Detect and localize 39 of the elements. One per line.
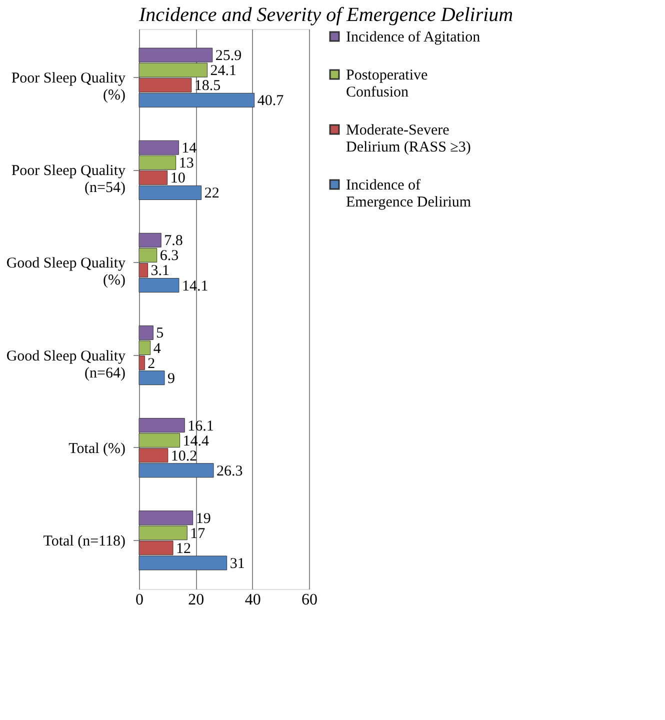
- legend-label: Postoperative Confusion: [346, 68, 428, 100]
- x-tick-label: 0: [136, 592, 144, 608]
- y-tick-label: Total (%): [68, 440, 126, 457]
- data-label: 25.9: [215, 48, 242, 64]
- x-tick-label: 60: [302, 592, 318, 608]
- y-tick-label: Good Sleep Quality (%): [6, 256, 126, 289]
- data-label: 5: [156, 326, 164, 342]
- data-label: 18.5: [194, 78, 221, 94]
- data-label: 9: [168, 370, 175, 387]
- data-label: 4: [153, 340, 162, 357]
- y-tick-label: Poor Sleep Quality (n=54): [11, 163, 126, 196]
- data-label: 14: [182, 140, 198, 157]
- data-label: 24.1: [210, 63, 237, 80]
- y-tick-label: Poor Sleep Quality (%): [11, 70, 126, 104]
- data-label: 26.3: [216, 463, 243, 480]
- y-tick-label: Total (n=118): [43, 533, 126, 550]
- data-label: 10: [170, 170, 186, 187]
- data-label: 13: [178, 156, 194, 172]
- data-label: 31: [230, 556, 245, 572]
- data-label: 7.8: [164, 233, 183, 250]
- chart-title: Incidence and Severity of Emergence Delirium: [138, 4, 514, 26]
- x-tick-label: 20: [188, 592, 204, 608]
- x-tick-label: 40: [244, 592, 261, 608]
- legend-label: Incidence of Emergence Delirium: [346, 178, 472, 210]
- data-label: 10.2: [170, 448, 198, 464]
- data-label: 3.1: [150, 263, 170, 280]
- data-label: 14.1: [182, 278, 208, 294]
- data-label: 14.4: [182, 433, 210, 450]
- data-label: 12: [176, 540, 191, 557]
- data-label: 22: [204, 186, 220, 202]
- legend-label: Incidence of Agitation: [346, 30, 481, 46]
- data-label: 17: [190, 526, 206, 542]
- data-label: 40.7: [257, 93, 284, 110]
- legend-label: Moderate-Severe Delirium (RASS ≥3): [346, 122, 471, 156]
- data-label: 19: [196, 510, 211, 527]
- data-label: 16.1: [188, 418, 214, 434]
- data-label: 2: [148, 356, 156, 372]
- y-tick-label: Good Sleep Quality (n=64): [6, 348, 126, 382]
- data-label: 6.3: [160, 248, 179, 264]
